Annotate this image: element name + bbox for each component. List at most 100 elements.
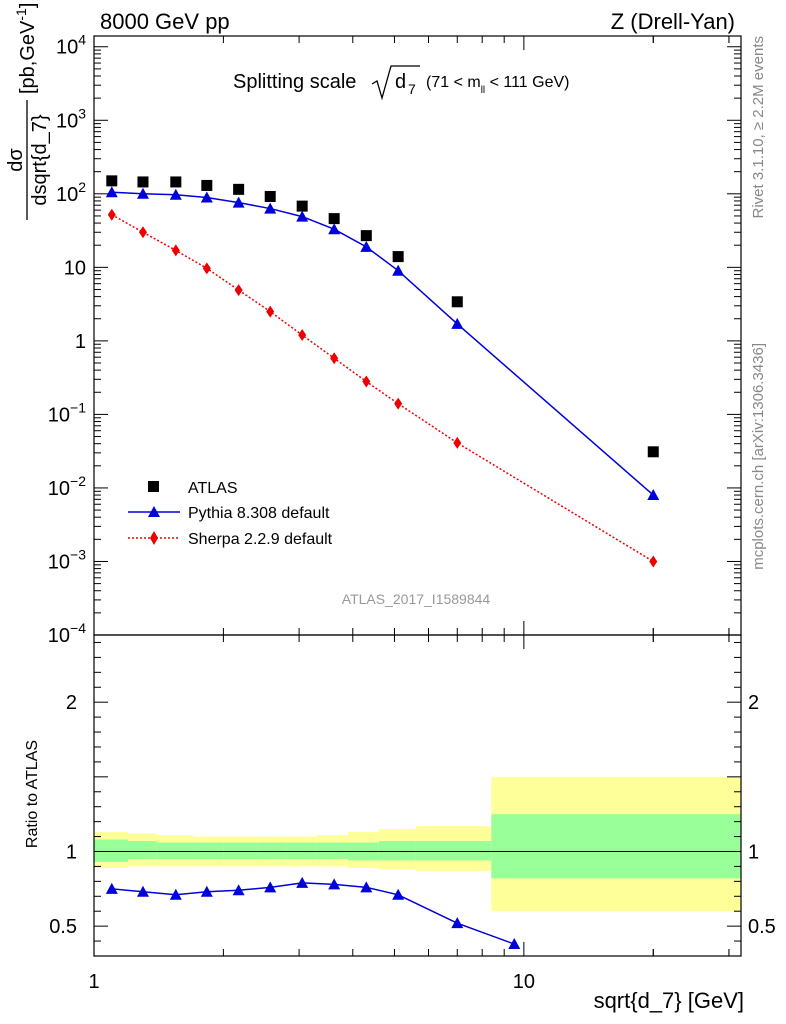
ratio-y-label: Ratio to ATLAS bbox=[24, 740, 41, 848]
title-range: (71 < mll < 111 GeV) bbox=[426, 74, 569, 96]
atlas-point bbox=[296, 200, 308, 212]
atlas-point bbox=[328, 213, 340, 225]
sherpa-point bbox=[107, 208, 116, 221]
sherpa-point bbox=[394, 397, 403, 410]
y-tick-label: 102 bbox=[56, 179, 86, 206]
ratio-band-inner bbox=[257, 842, 287, 859]
pythia-point bbox=[200, 191, 213, 203]
y-tick-label: 103 bbox=[56, 105, 86, 132]
pythia-point bbox=[360, 240, 373, 252]
sherpa-point bbox=[298, 329, 307, 342]
sherpa-point bbox=[171, 244, 180, 257]
ratio-pythia-point bbox=[105, 882, 118, 894]
sherpa-point bbox=[234, 284, 243, 297]
header-right: Z (Drell-Yan) bbox=[611, 9, 735, 34]
plot-title: Splitting scale bbox=[233, 71, 356, 93]
ratio-band-inner bbox=[156, 842, 194, 859]
ratio-y-tick-label-left: 1 bbox=[66, 841, 77, 863]
series-markers bbox=[105, 175, 660, 950]
ratio-band-inner bbox=[378, 841, 416, 861]
ratio-pythia-point bbox=[360, 881, 373, 893]
ratio-uncertainty-bands bbox=[94, 776, 741, 912]
sherpa-point bbox=[138, 226, 147, 239]
pythia-point bbox=[105, 186, 118, 198]
title-main: Splitting scale bbox=[233, 71, 356, 93]
y-label-denominator: dsqrt{d_7} bbox=[29, 114, 51, 206]
pythia-point bbox=[136, 187, 149, 199]
pythia-point bbox=[296, 210, 309, 222]
y-label-numerator: dσ bbox=[5, 148, 27, 172]
sherpa-point bbox=[649, 555, 658, 568]
y-tick-label: 10−4 bbox=[48, 620, 86, 647]
x-tick-label: 1 bbox=[88, 971, 99, 993]
y-tick-label: 10 bbox=[64, 257, 86, 279]
y-tick-label: 10−2 bbox=[48, 473, 86, 500]
atlas-point bbox=[264, 190, 276, 202]
legend-marker-pythia bbox=[148, 506, 160, 517]
ratio-pythia-point bbox=[136, 885, 149, 897]
axis-ticks bbox=[93, 36, 741, 956]
ratio-y-tick-label-left: 2 bbox=[66, 692, 77, 714]
legend: ATLAS Pythia 8.308 default Sherpa 2.2.9 … bbox=[128, 480, 333, 548]
pythia-point bbox=[647, 489, 660, 501]
series-lines bbox=[111, 191, 654, 945]
ratio-y-tick-label-left: 0.5 bbox=[49, 916, 77, 938]
y-tick-label: 10−3 bbox=[48, 546, 86, 573]
ratio-pythia-line bbox=[111, 882, 515, 945]
pythia-point bbox=[392, 264, 405, 276]
ratio-pythia-point bbox=[508, 938, 521, 950]
sherpa-point bbox=[266, 305, 275, 318]
header-left: 8000 GeV pp bbox=[100, 9, 230, 34]
atlas-point bbox=[233, 183, 245, 195]
y-tick-label: 104 bbox=[56, 32, 86, 59]
ratio-band-inner bbox=[128, 841, 157, 859]
ratio-band-inner bbox=[491, 814, 741, 879]
atlas-point bbox=[360, 230, 372, 242]
legend-marker-sherpa bbox=[150, 531, 158, 545]
y-label-unit: [pb,GeV-1] bbox=[13, 3, 39, 94]
atlas-point bbox=[451, 296, 463, 308]
pythia-line bbox=[111, 191, 654, 496]
sherpa-line bbox=[111, 214, 654, 563]
atlas-point bbox=[170, 176, 182, 188]
sherpa-point bbox=[202, 262, 211, 275]
title-symbol: d bbox=[395, 71, 406, 93]
pythia-point bbox=[169, 188, 182, 200]
ratio-panel-frame bbox=[93, 634, 742, 957]
ratio-pythia-point bbox=[232, 884, 245, 896]
ratio-pythia-point bbox=[328, 878, 341, 890]
ratio-pythia-point bbox=[200, 885, 213, 897]
ratio-band-inner bbox=[286, 842, 317, 859]
x-tick-label: 10 bbox=[513, 971, 535, 993]
plot-frames bbox=[93, 35, 742, 957]
y-axis-label: dσ dsqrt{d_7} [pb,GeV-1] bbox=[5, 3, 51, 220]
legend-label-atlas: ATLAS bbox=[188, 480, 238, 497]
sqrt-sign bbox=[371, 65, 420, 101]
ratio-pythia-point bbox=[451, 917, 464, 929]
atlas-point bbox=[137, 176, 149, 188]
pythia-point bbox=[328, 223, 341, 235]
legend-marker-atlas bbox=[148, 481, 159, 492]
ratio-pythia-point bbox=[392, 888, 405, 900]
x-axis-label: sqrt{d_7} [GeV] bbox=[594, 988, 744, 1013]
pythia-point bbox=[264, 202, 277, 214]
pythia-point bbox=[232, 196, 245, 208]
ratio-band-inner bbox=[94, 839, 129, 862]
sherpa-point bbox=[362, 375, 371, 388]
mcplots-label: mcplots.cern.ch [arXiv:1306.3436] bbox=[750, 343, 767, 570]
ratio-band-inner bbox=[223, 842, 258, 859]
legend-label-sherpa: Sherpa 2.2.9 default bbox=[188, 531, 333, 548]
sherpa-point bbox=[453, 436, 462, 449]
rivet-label: Rivet 3.1.10, ≥ 2.2M events bbox=[750, 36, 767, 219]
legend-label-pythia: Pythia 8.308 default bbox=[188, 505, 330, 522]
y-tick-label: 10−1 bbox=[48, 399, 86, 426]
ratio-y-tick-label-right: 0.5 bbox=[748, 916, 776, 938]
ratio-pythia-point bbox=[169, 888, 182, 900]
pythia-point bbox=[451, 317, 464, 329]
ratio-y-tick-label-right: 1 bbox=[748, 841, 759, 863]
ratio-pythia-point bbox=[296, 876, 309, 888]
ratio-band-inner bbox=[316, 842, 349, 859]
atlas-point bbox=[106, 175, 118, 187]
